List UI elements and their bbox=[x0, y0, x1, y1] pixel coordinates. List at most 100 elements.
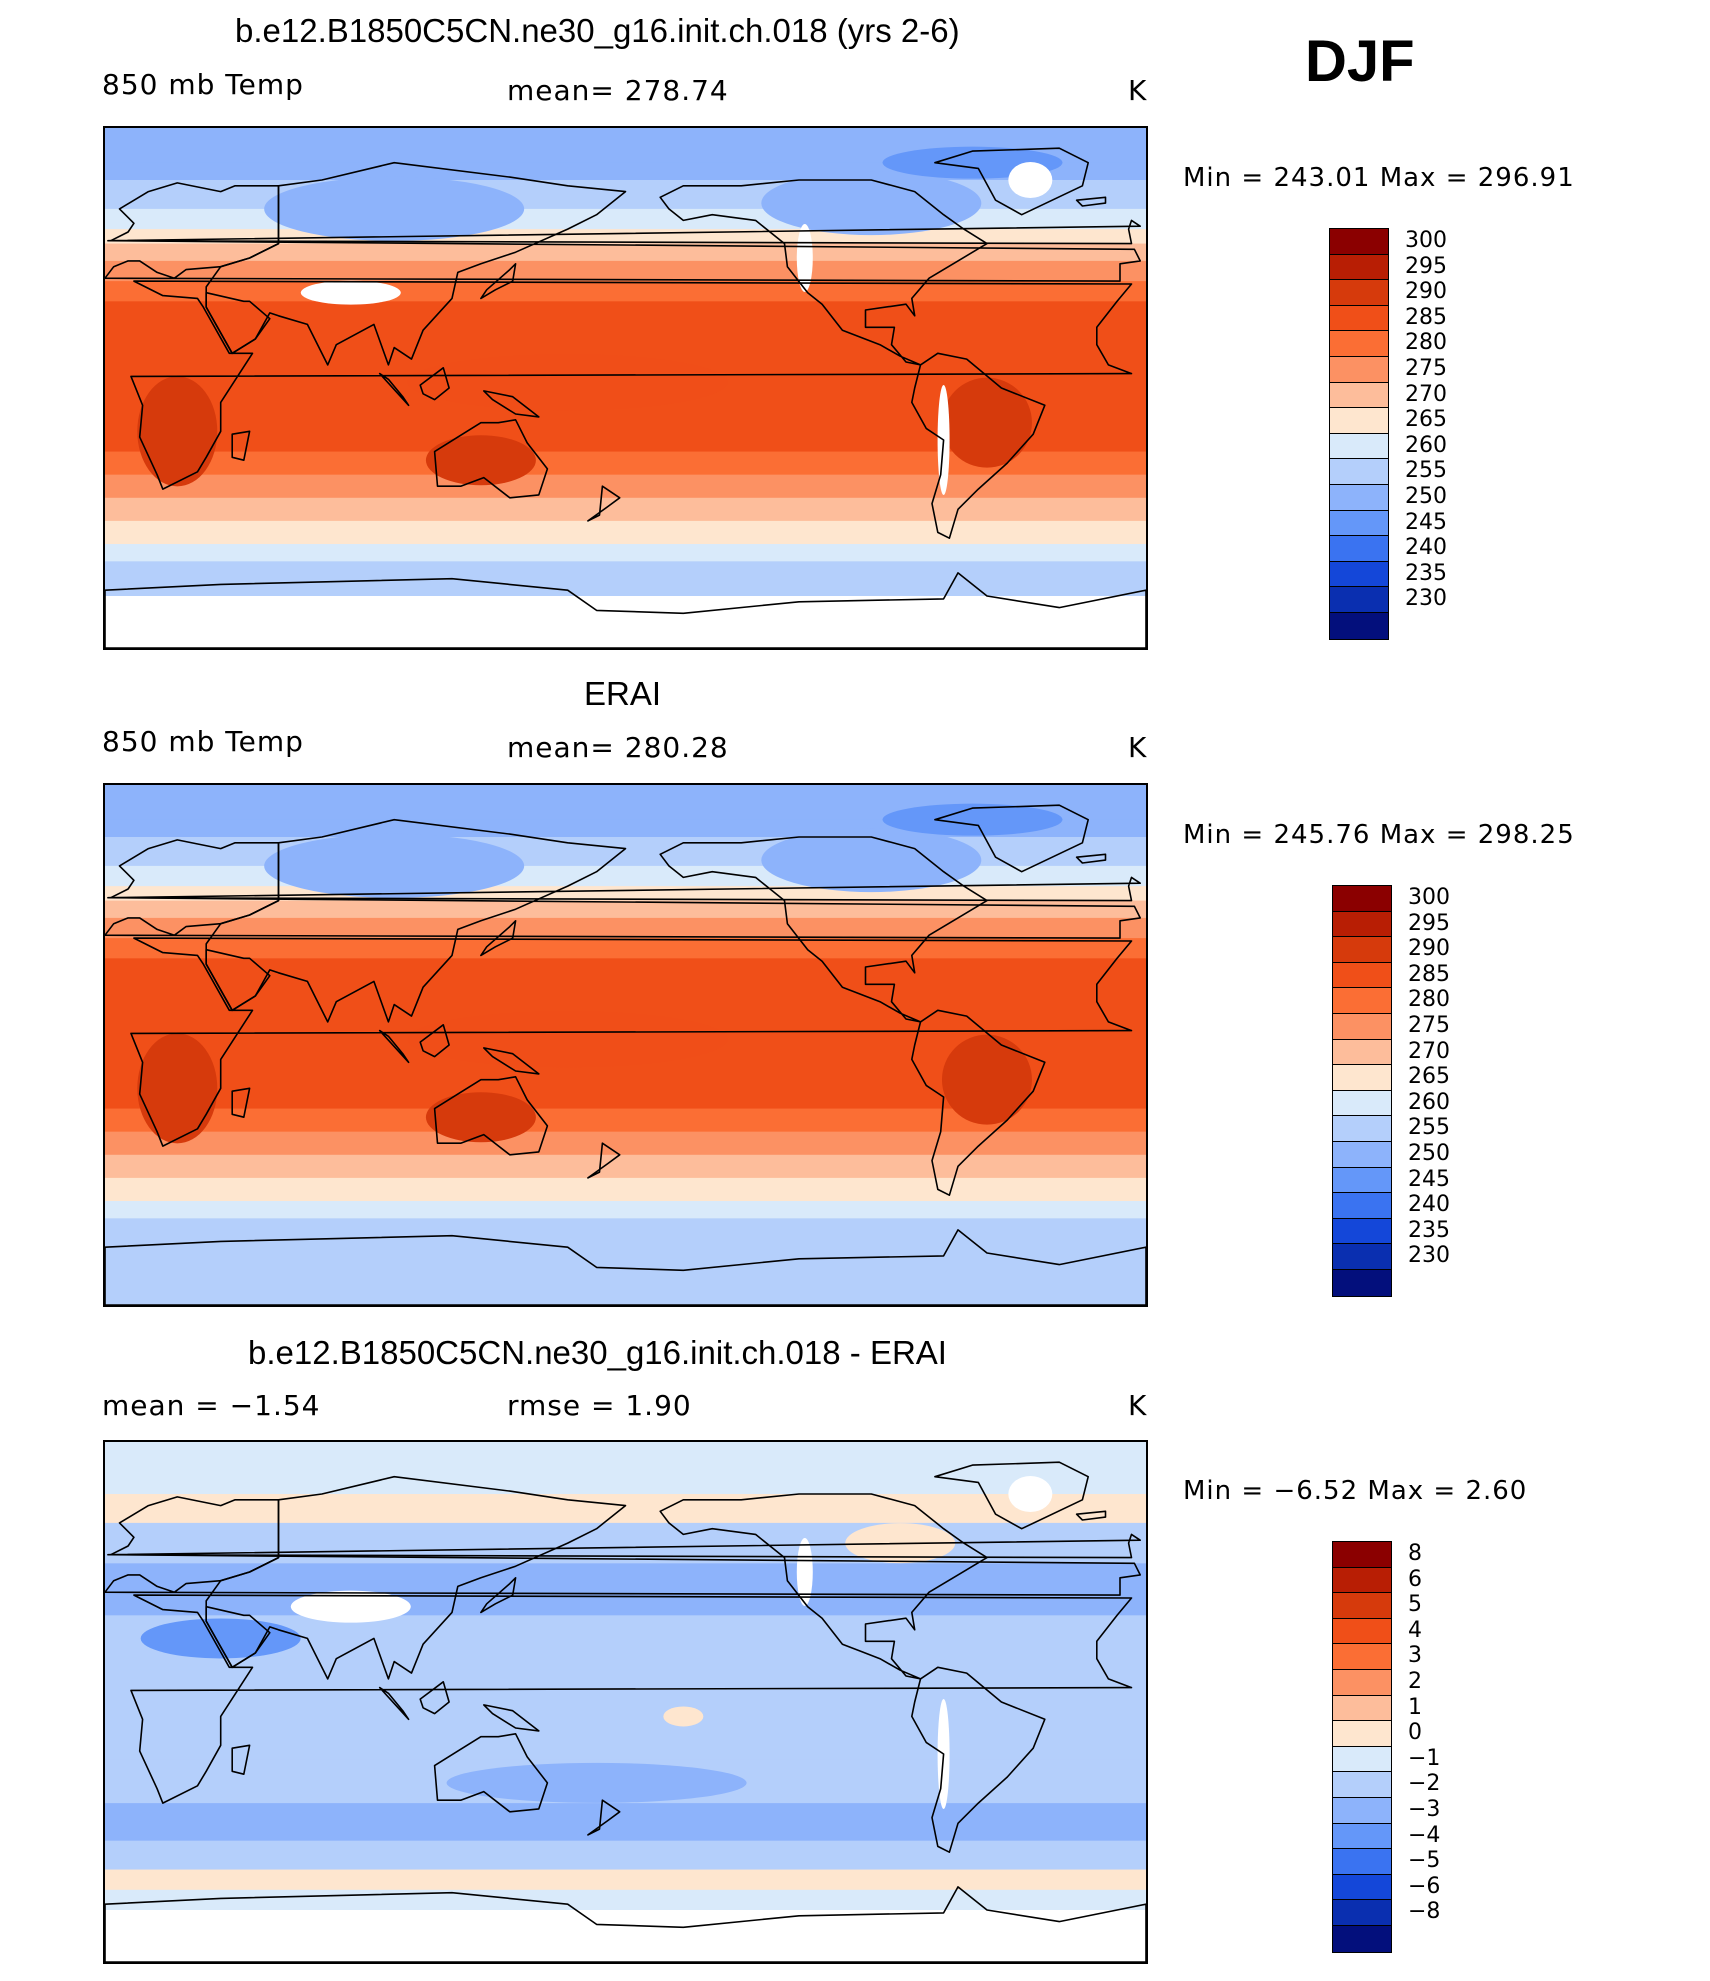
panel-3-mean-label: mean = −1.54 bbox=[102, 1389, 321, 1422]
coastline bbox=[378, 1686, 410, 1721]
coastline bbox=[419, 1024, 450, 1058]
colorbar-swatch bbox=[1333, 1013, 1391, 1040]
coastline bbox=[105, 1496, 1141, 1596]
coastline bbox=[934, 147, 1089, 216]
panel-2-map bbox=[103, 783, 1148, 1307]
antarctic-region bbox=[105, 596, 1146, 648]
colorbar-swatch bbox=[1333, 1193, 1391, 1219]
colorbar-swatch bbox=[1330, 356, 1388, 383]
coastline bbox=[378, 372, 410, 407]
colorbar-swatch bbox=[1333, 1542, 1391, 1568]
coastline bbox=[911, 1666, 1046, 1853]
colorbar-swatch bbox=[1330, 536, 1388, 562]
colorbar-swatch bbox=[1333, 1167, 1391, 1194]
colorbar-swatch bbox=[1333, 1244, 1391, 1270]
colorbar-tick-label: 245 bbox=[1405, 509, 1447, 535]
field-band bbox=[105, 260, 1146, 282]
colorbar-swatch bbox=[1330, 459, 1388, 485]
colorbar-swatch bbox=[1333, 1618, 1391, 1645]
colorbar-swatch bbox=[1333, 1218, 1391, 1245]
field-band bbox=[105, 1869, 1146, 1891]
panel-2-temperature-field bbox=[105, 785, 1146, 1305]
colorbar-swatch bbox=[1333, 1772, 1391, 1798]
coastline bbox=[378, 1029, 410, 1064]
warm-region bbox=[137, 376, 218, 487]
colorbar-swatch bbox=[1333, 1849, 1391, 1875]
warm-region bbox=[407, 1011, 728, 1068]
panel-3-colorbar bbox=[1332, 1541, 1392, 1953]
coastline bbox=[105, 1886, 1146, 1962]
warm-bias-region bbox=[663, 1706, 704, 1727]
panel-2-field-label: 850 mb Temp bbox=[102, 725, 304, 758]
colorbar-swatch bbox=[1330, 612, 1388, 639]
field-band bbox=[105, 520, 1146, 545]
cold-region bbox=[761, 171, 982, 236]
cold-region bbox=[761, 828, 982, 893]
colorbar-swatch bbox=[1330, 510, 1388, 537]
warm-region bbox=[407, 354, 728, 411]
panel-2-units: K bbox=[1128, 731, 1148, 764]
panel-3-difference-field bbox=[105, 1442, 1146, 1962]
season-label: DJF bbox=[1305, 29, 1415, 94]
coastline bbox=[231, 1087, 251, 1118]
colorbar-tick-label: 270 bbox=[1408, 1038, 1450, 1064]
field-band bbox=[105, 180, 1146, 210]
colorbar-tick-label: −1 bbox=[1408, 1745, 1441, 1771]
colorbar-tick-label: 265 bbox=[1408, 1064, 1450, 1090]
missing-data-region bbox=[300, 280, 401, 305]
coastline bbox=[934, 1461, 1089, 1530]
colorbar-tick-label: −2 bbox=[1408, 1771, 1441, 1797]
colorbar-tick-label: 3 bbox=[1408, 1643, 1422, 1669]
colorbar-swatch bbox=[1330, 229, 1388, 255]
field-band bbox=[105, 1442, 1146, 1495]
cold-bias-region bbox=[140, 1618, 301, 1659]
missing-data-region bbox=[796, 224, 813, 292]
coastline bbox=[205, 291, 271, 355]
field-band bbox=[105, 497, 1146, 522]
colorbar-swatch bbox=[1333, 1593, 1391, 1619]
coastline bbox=[130, 1594, 1133, 1804]
colorbar-tick-label: 0 bbox=[1408, 1720, 1422, 1746]
colorbar-swatch bbox=[1330, 382, 1388, 409]
colorbar-tick-label: 230 bbox=[1408, 1243, 1450, 1269]
field-band bbox=[105, 1803, 1146, 1842]
coastline bbox=[587, 1142, 621, 1179]
colorbar-swatch bbox=[1333, 1695, 1391, 1722]
panel-2-mean-label: mean= 280.28 bbox=[507, 731, 729, 764]
colorbar-tick-label: 280 bbox=[1408, 987, 1450, 1013]
panel-3-units: K bbox=[1128, 1389, 1148, 1422]
coastline bbox=[911, 352, 1046, 539]
coastline bbox=[480, 1577, 517, 1614]
panel-1-units: K bbox=[1128, 74, 1148, 107]
panel-1-map bbox=[103, 126, 1148, 650]
warm-region bbox=[941, 1034, 1032, 1125]
colorbar-swatch bbox=[1333, 1746, 1391, 1773]
colorbar-tick-label: 300 bbox=[1405, 228, 1447, 253]
warm-region bbox=[941, 377, 1032, 468]
colorbar-tick-label: 250 bbox=[1408, 1141, 1450, 1166]
colorbar-tick-label: 250 bbox=[1405, 484, 1447, 509]
colorbar-swatch bbox=[1333, 886, 1391, 912]
panel-1-minmax: Min = 243.01 Max = 296.91 bbox=[1183, 163, 1575, 193]
panel-2-title: ERAI bbox=[584, 675, 662, 712]
coastline bbox=[433, 1076, 549, 1156]
colorbar-tick-label: 275 bbox=[1405, 356, 1447, 381]
missing-data-region bbox=[1008, 1476, 1053, 1512]
colorbar-tick-label: −3 bbox=[1408, 1797, 1441, 1822]
coastline bbox=[419, 1681, 450, 1715]
cold-region bbox=[882, 803, 1063, 836]
field-band bbox=[105, 865, 1146, 887]
coastline bbox=[659, 1493, 988, 1680]
colorbar-swatch bbox=[1333, 1039, 1391, 1066]
warm-region bbox=[425, 1092, 536, 1143]
coastline bbox=[1075, 1510, 1107, 1521]
colorbar-swatch bbox=[1333, 1269, 1391, 1296]
colorbar-tick-label: 290 bbox=[1408, 936, 1450, 962]
colorbar-tick-label: 255 bbox=[1408, 1115, 1450, 1141]
colorbar-tick-label: 1 bbox=[1408, 1694, 1422, 1720]
coastline bbox=[231, 1744, 251, 1775]
colorbar-swatch bbox=[1333, 962, 1391, 989]
colorbar-tick-label: 8 bbox=[1408, 1541, 1422, 1566]
coastline bbox=[587, 1799, 621, 1836]
panel-2-colorbar bbox=[1332, 885, 1392, 1297]
